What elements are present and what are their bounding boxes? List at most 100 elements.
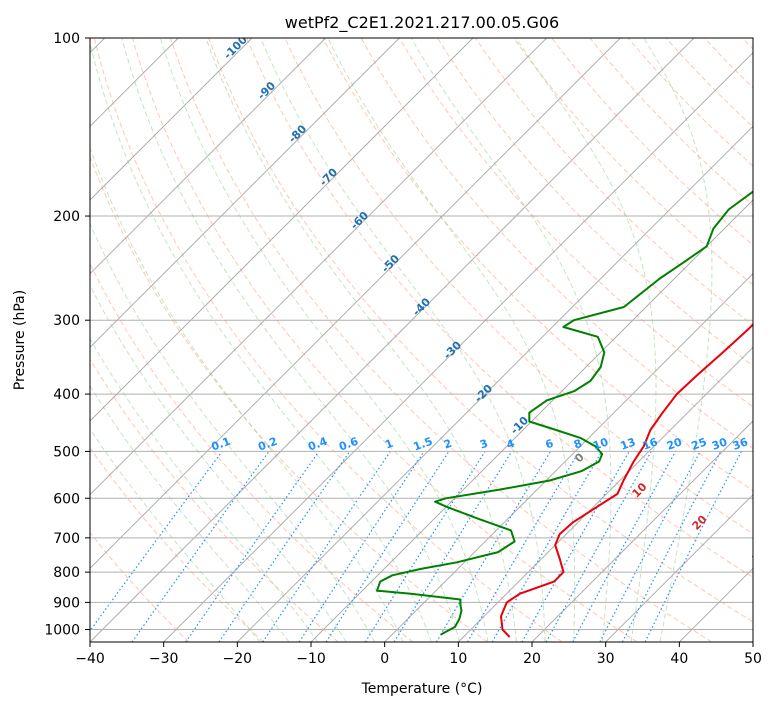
- isotherm: [752, 641, 753, 642]
- isotherm: [678, 567, 753, 642]
- mixing-ratio-label: 1.5: [412, 435, 435, 454]
- y-tick-label: 1000: [44, 622, 80, 638]
- isotherm-label: 10: [630, 480, 650, 500]
- x-tick-label: 50: [744, 651, 762, 667]
- moist-adiabat: [90, 146, 404, 642]
- mixing-ratio-line: [262, 451, 391, 642]
- dry-adiabat: [742, 38, 753, 50]
- dry-adiabat: [436, 38, 753, 367]
- isotherm-label: -60: [348, 209, 371, 232]
- moist-adiabat: [90, 222, 376, 642]
- mixing-ratio-line: [572, 451, 677, 642]
- dry-adiabat: [90, 358, 339, 642]
- mixing-ratio-label: 0.4: [306, 435, 329, 454]
- y-tick-label: 600: [53, 491, 80, 507]
- dry-adiabat: [170, 38, 712, 642]
- mixing-ratio-line: [435, 451, 552, 642]
- x-tick-label: −30: [149, 651, 179, 667]
- mixing-ratio-line: [644, 451, 743, 642]
- moist-adiabat: [159, 38, 489, 642]
- dry-adiabat: [90, 155, 488, 642]
- x-tick-label: −10: [296, 651, 326, 667]
- mixing-ratio-label: 25: [690, 435, 709, 452]
- x-tick-label: 20: [523, 651, 541, 667]
- isotherm: [605, 493, 753, 642]
- mixing-ratio-label: 36: [731, 435, 750, 453]
- moist-adiabat: [90, 384, 290, 642]
- moist-adiabat: [90, 40, 432, 642]
- y-tick-label: 200: [53, 209, 80, 225]
- isotherm: [90, 38, 548, 496]
- dry-adiabat: [703, 38, 753, 89]
- dewpoint-line: [376, 190, 753, 636]
- dry-adiabat: [398, 38, 753, 408]
- moist-adiabat: [90, 337, 319, 642]
- moist-adiabat: [260, 38, 546, 642]
- moist-adiabat: [205, 38, 517, 642]
- mixing-ratio-label: 8: [572, 437, 584, 452]
- dry-adiabat: [322, 38, 753, 492]
- chart-title: wetPf2_C2E1.2021.217.00.05.G06: [285, 13, 559, 33]
- isotherm: [310, 199, 753, 642]
- mixing-ratio-label: 10: [591, 435, 610, 453]
- moist-adiabat: [90, 428, 261, 642]
- isotherm: [531, 420, 753, 642]
- isotherm: [384, 272, 753, 642]
- dry-adiabat: [208, 38, 753, 623]
- mixing-ratio-label: 0.2: [256, 435, 279, 454]
- dry-adiabat: [627, 38, 753, 167]
- dry-adiabat: [551, 38, 753, 246]
- x-tick-label: 40: [670, 651, 688, 667]
- dry-adiabat: [90, 531, 190, 642]
- mixing-ratio-line: [393, 451, 513, 642]
- mixing-ratio-line: [185, 451, 320, 642]
- isotherm: [90, 38, 400, 349]
- isotherm-label: -100: [221, 33, 250, 62]
- y-axis: 100 200 300 400 500 600 700 800 900 1000: [44, 31, 90, 638]
- y-tick-label: 100: [53, 31, 80, 47]
- y-axis-label: Pressure (hPa): [12, 290, 28, 390]
- isotherm: [90, 38, 474, 422]
- y-tick-label: 700: [53, 531, 80, 547]
- mixing-ratio-label: 4: [505, 437, 517, 452]
- moist-adiabat: [643, 38, 713, 642]
- mixing-ratio-label: 0.6: [337, 435, 360, 454]
- dry-adiabat: [513, 38, 753, 286]
- mixing-ratio-line: [218, 451, 351, 642]
- mixing-ratio-label: 0.1: [210, 435, 233, 454]
- line-label-layer: 0.1 0.2 0.4 0.6 1 1.5 2 3 4 6 8 10 13 16 20 25 30 36-100-…: [210, 33, 753, 565]
- background-lines: [90, 38, 753, 642]
- mixing-ratio-label: 20: [665, 435, 684, 453]
- mixing-ratio-line: [521, 451, 630, 642]
- moist-adiabat: [90, 284, 347, 642]
- mixing-ratio-line: [545, 451, 652, 642]
- dry-adiabat: [589, 38, 753, 206]
- x-tick-label: 0: [380, 651, 389, 667]
- temperature-line: [500, 323, 753, 638]
- x-tick-label: −40: [75, 651, 105, 667]
- mixing-ratio-line: [599, 451, 701, 642]
- isotherm-label: -20: [472, 382, 495, 405]
- series-layer: [376, 190, 753, 638]
- mixing-ratio-label: 6: [544, 437, 556, 452]
- isotherm-label: -40: [410, 295, 433, 318]
- isotherm: [163, 51, 753, 642]
- dry-adiabat: [475, 38, 753, 326]
- y-tick-label: 400: [53, 387, 80, 403]
- mixing-ratio-label: 13: [619, 435, 638, 452]
- mixing-ratio-label: 30: [710, 435, 729, 453]
- y-tick-label: 800: [53, 565, 80, 581]
- isotherm-label: 0: [572, 450, 587, 465]
- mixing-ratio-line: [131, 451, 270, 642]
- dry-adiabat: [246, 38, 753, 578]
- mixing-ratio-label: 1: [383, 437, 395, 452]
- mixing-ratio-label: 16: [641, 435, 660, 453]
- mixing-ratio-line: [325, 451, 450, 642]
- isotherm: [90, 38, 253, 201]
- mixing-ratio-line: [621, 451, 722, 642]
- isotherm: [236, 125, 753, 642]
- y-tick-label: 500: [53, 444, 80, 460]
- dry-adiabat: [90, 446, 264, 642]
- isotherm-label: -70: [317, 165, 340, 188]
